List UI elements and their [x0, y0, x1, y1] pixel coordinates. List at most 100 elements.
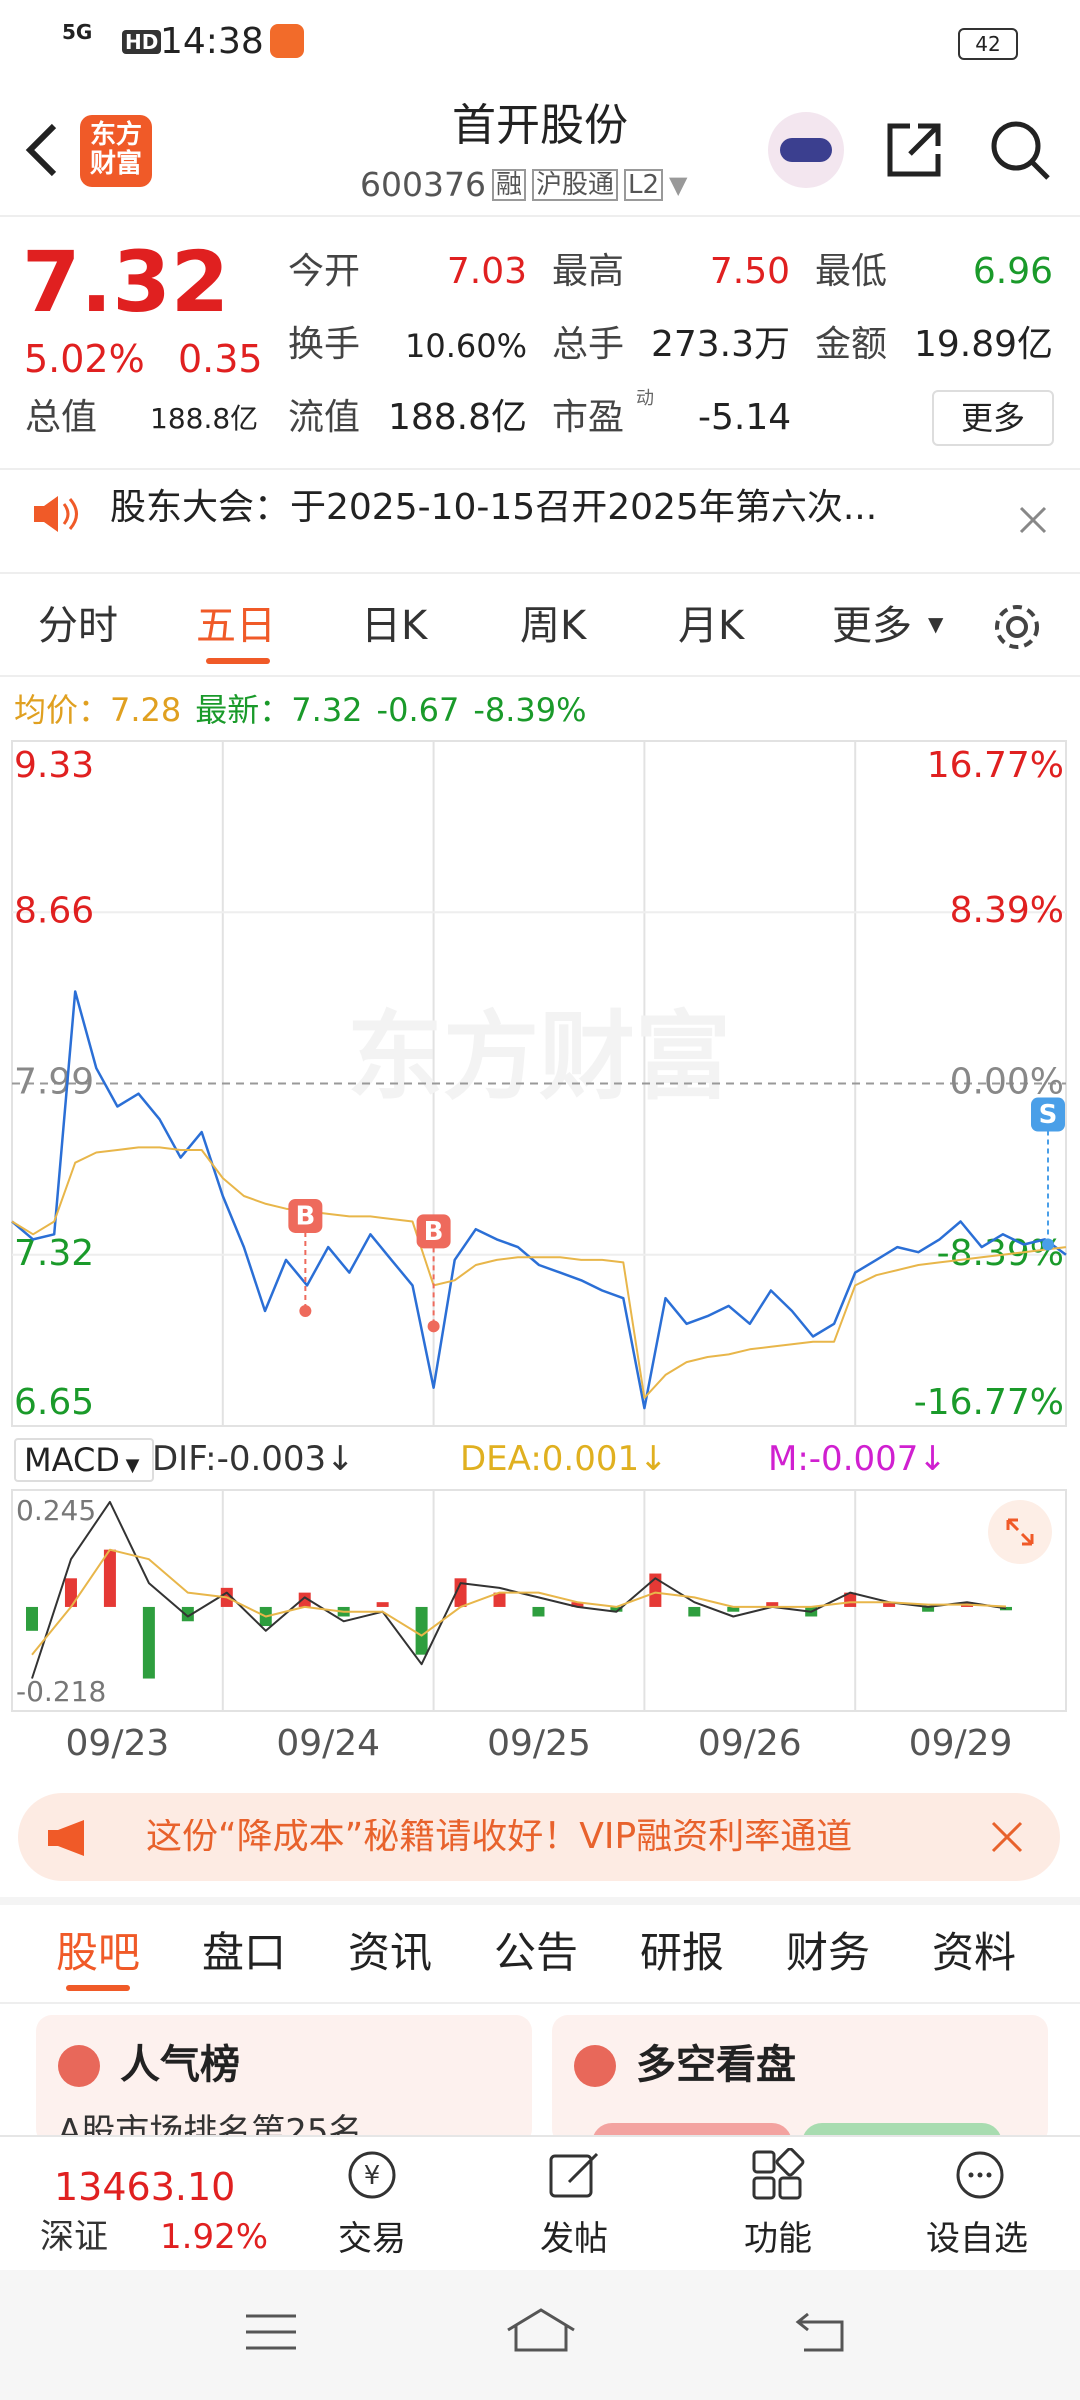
field-label: 换手	[288, 324, 361, 365]
index-market[interactable]: 深证	[40, 2217, 108, 2257]
field-label: 市盈	[552, 397, 625, 438]
divider	[0, 2002, 1080, 2004]
marker-label: B	[424, 1217, 444, 1247]
svg-text:¥: ¥	[364, 2161, 381, 2191]
macd-legend: DEA:0.001↓	[460, 1439, 668, 1479]
marker-label: B	[295, 1201, 315, 1231]
divider	[0, 468, 1080, 470]
logo-text: 财富	[89, 149, 142, 179]
marker-label: S	[1039, 1100, 1058, 1130]
card[interactable]: 人气榜 A股市场排名第25名	[36, 2015, 532, 2145]
macd-selector[interactable]: MACD ▼	[14, 1438, 154, 1482]
field-sup: 动	[636, 388, 654, 409]
nav-menu[interactable]	[244, 2310, 298, 2354]
tab[interactable]: 月K	[678, 603, 745, 649]
time: 14:38	[160, 21, 264, 62]
x-tick-label: 09/26	[698, 1723, 802, 1764]
bottom-bar	[0, 2135, 1080, 2272]
ad-banner[interactable]	[18, 1793, 1060, 1881]
x-tick-label: 09/24	[276, 1723, 380, 1764]
y2-tick-label: 0.00%	[950, 1062, 1064, 1103]
ad-close[interactable]	[990, 1820, 1024, 1854]
macd-bar	[376, 1602, 389, 1607]
field-label: 总值	[25, 397, 98, 438]
logo-text: 东方	[89, 120, 142, 150]
assistant-avatar[interactable]	[768, 112, 844, 188]
macd-legend: DIF:-0.003↓	[152, 1439, 355, 1479]
legend-value: -0.67	[376, 691, 460, 729]
tab[interactable]: 日K	[361, 603, 428, 649]
sub-tab[interactable]: 财务	[786, 1928, 871, 1977]
macd-bar	[142, 1606, 155, 1679]
tag: 沪股通	[532, 168, 619, 201]
change: 0.35	[178, 337, 263, 381]
sub-tab[interactable]: 研报	[640, 1928, 725, 1977]
search-button[interactable]	[988, 118, 1054, 184]
plot-frame	[11, 1489, 1067, 1712]
logo: 东方 财富	[80, 115, 152, 187]
tag: L2	[624, 168, 664, 201]
field-label: 流值	[288, 397, 361, 438]
index-value[interactable]: 13463.10	[54, 2165, 236, 2209]
settings-button[interactable]	[990, 600, 1044, 654]
sub-tab[interactable]: 公告	[494, 1928, 579, 1977]
divider	[0, 572, 1080, 574]
tab-active[interactable]: 五日	[196, 603, 276, 649]
sub-tab[interactable]: 盘口	[202, 1928, 287, 1977]
change-pct: 5.02%	[24, 337, 145, 381]
sub-tab-active[interactable]: 股吧	[56, 1928, 141, 1977]
y-tick-label: 0.245	[16, 1494, 96, 1527]
share-button[interactable]	[884, 120, 944, 180]
marker-dot	[427, 1320, 440, 1333]
field-label: 金额	[815, 324, 888, 365]
ad-text[interactable]: 这份“降成本”秘籍请收好！VIP融资利率通道	[146, 1819, 853, 1855]
price: 7.32	[22, 233, 230, 331]
macd-bar	[610, 1606, 623, 1612]
tag: 融	[491, 168, 526, 201]
nav-home[interactable]	[504, 2306, 578, 2354]
close-notice[interactable]	[1018, 505, 1048, 535]
tab[interactable]: 分时	[38, 603, 118, 649]
field-value: 188.8亿	[150, 402, 259, 435]
card[interactable]: 多空看盘	[552, 2015, 1048, 2145]
tab[interactable]: 更多	[832, 603, 912, 649]
app-icon	[270, 24, 304, 58]
field-label: 总手	[552, 324, 625, 365]
tab-caret: ▼	[928, 612, 944, 636]
back-button[interactable]	[22, 120, 62, 180]
index-pct[interactable]: 1.92%	[160, 2217, 269, 2257]
macd-bar	[883, 1602, 896, 1607]
expand-button[interactable]	[988, 1500, 1052, 1564]
card-title: 多空看盘	[636, 2042, 796, 2088]
y-tick-label: 7.99	[14, 1062, 94, 1103]
post-icon	[549, 2152, 599, 2198]
macd-bar	[532, 1606, 545, 1617]
nav-back[interactable]	[794, 2310, 848, 2354]
bottom-button[interactable]: 发帖	[540, 2219, 608, 2259]
separator	[0, 1897, 1080, 1905]
notice[interactable]: 股东大会：于2025-10-15召开2025年第六次...	[110, 487, 878, 528]
macd-bar	[454, 1578, 467, 1607]
watermark: 东方财富	[347, 1001, 731, 1113]
bottom-button[interactable]: 交易	[338, 2219, 406, 2259]
divider	[0, 215, 1080, 217]
tab[interactable]: 周K	[520, 603, 587, 649]
legend-value: -8.39%	[473, 691, 587, 729]
bottom-button[interactable]: 设自选	[926, 2219, 1028, 2259]
network: 5G	[62, 20, 93, 44]
field-value: 188.8亿	[387, 397, 527, 438]
more-button[interactable]: 更多	[932, 390, 1054, 446]
field-value: 273.3万	[650, 324, 790, 365]
field-label: 最高	[552, 251, 625, 292]
macd-bar	[922, 1606, 935, 1612]
legend-label: 均价：	[14, 691, 111, 729]
stock-title: 首开股份	[452, 100, 628, 151]
battery: 42	[958, 28, 1018, 60]
bottom-button[interactable]: 功能	[744, 2219, 812, 2259]
macd-bar	[1000, 1606, 1012, 1611]
sub-tab[interactable]: 资料	[932, 1928, 1017, 1977]
macd-bar	[727, 1606, 740, 1612]
trade-icon: ¥	[348, 2151, 396, 2199]
sub-tab[interactable]: 资讯	[348, 1928, 433, 1977]
